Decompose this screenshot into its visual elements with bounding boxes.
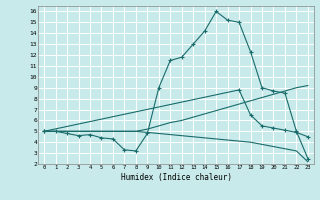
X-axis label: Humidex (Indice chaleur): Humidex (Indice chaleur) (121, 173, 231, 182)
